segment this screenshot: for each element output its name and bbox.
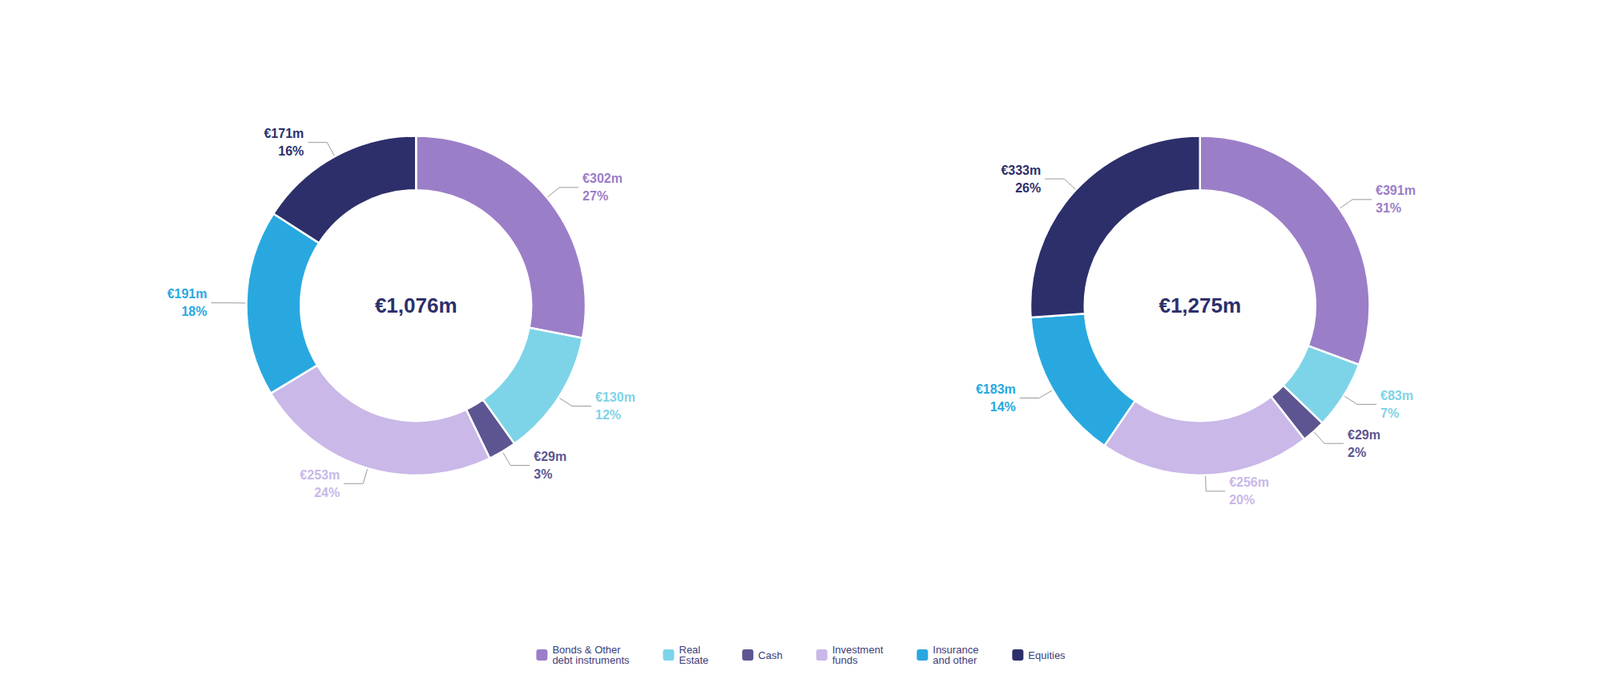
svg-text:20%: 20% <box>1229 492 1255 507</box>
svg-text:27%: 27% <box>582 189 609 203</box>
svg-text:€391m: €391m <box>1375 183 1416 198</box>
svg-text:18%: 18% <box>181 304 207 319</box>
svg-text:€333m: €333m <box>1000 163 1041 178</box>
svg-text:€256m: €256m <box>1229 475 1270 489</box>
svg-text:Estate: Estate <box>678 653 709 666</box>
svg-text:€1,076m: €1,076m <box>374 293 458 318</box>
svg-text:12%: 12% <box>595 407 621 422</box>
svg-text:€183m: €183m <box>975 382 1016 396</box>
svg-text:Cash: Cash <box>757 648 782 661</box>
svg-text:€191m: €191m <box>167 286 208 301</box>
svg-text:2%: 2% <box>1347 445 1367 460</box>
svg-text:€29m: €29m <box>1347 427 1381 442</box>
svg-text:debt instruments: debt instruments <box>552 653 630 666</box>
svg-text:€302m: €302m <box>582 171 623 186</box>
svg-text:14%: 14% <box>990 399 1016 414</box>
svg-text:€29m: €29m <box>533 449 567 464</box>
svg-text:26%: 26% <box>1015 181 1041 195</box>
svg-text:€1,275m: €1,275m <box>1158 293 1242 318</box>
svg-text:3%: 3% <box>533 467 553 481</box>
svg-text:Bonds & Other: Bonds & Other <box>552 643 621 656</box>
svg-text:€171m: €171m <box>263 126 304 141</box>
svg-text:Equities: Equities <box>1027 648 1066 661</box>
svg-text:€83m: €83m <box>1380 388 1414 403</box>
svg-text:7%: 7% <box>1380 406 1399 420</box>
svg-text:Investment: Investment <box>832 643 884 656</box>
svg-text:€130m: €130m <box>595 390 636 404</box>
svg-text:24%: 24% <box>314 485 340 500</box>
svg-text:€253m: €253m <box>299 467 340 482</box>
svg-text:and other: and other <box>932 653 978 666</box>
svg-text:Real: Real <box>679 643 701 656</box>
svg-text:16%: 16% <box>278 144 304 158</box>
svg-text:funds: funds <box>832 653 859 666</box>
svg-text:31%: 31% <box>1375 201 1402 215</box>
svg-text:Insurance: Insurance <box>932 643 979 656</box>
